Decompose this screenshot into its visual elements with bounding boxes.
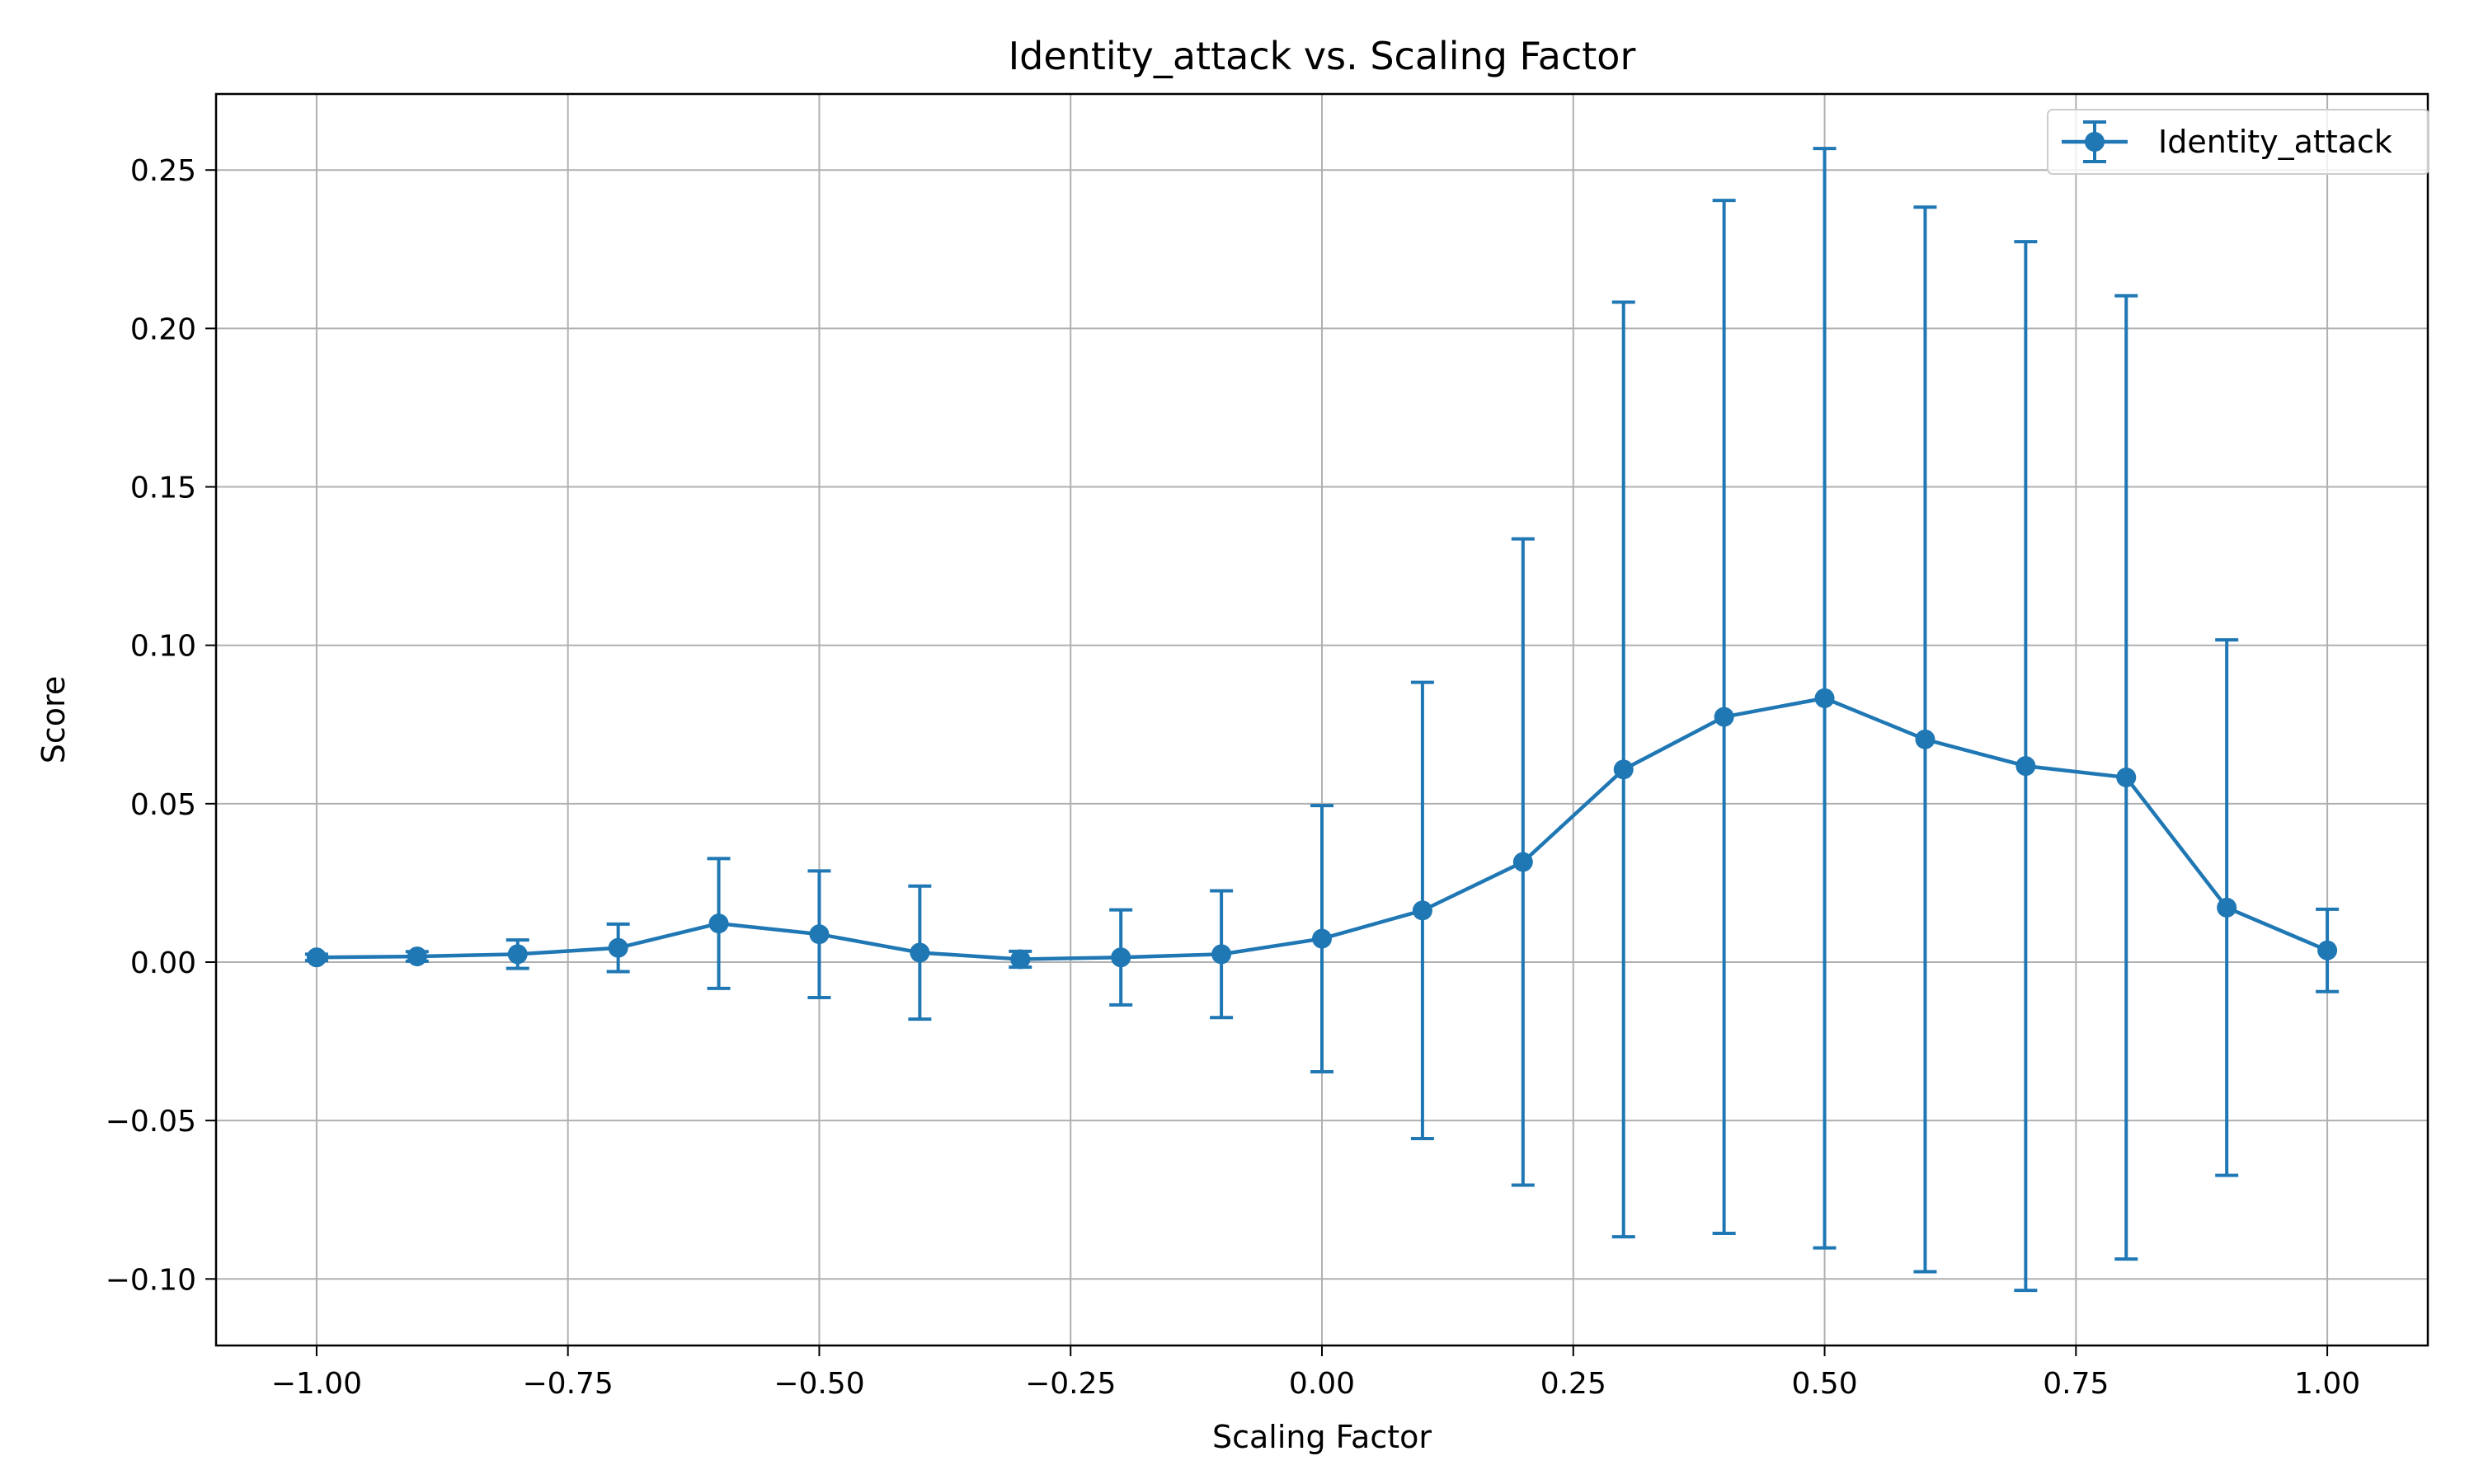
data-point [2217, 897, 2237, 918]
data-point [407, 946, 427, 967]
x-axis-label: Scaling Factor [1212, 1419, 1432, 1455]
data-point [1613, 759, 1634, 780]
y-tick-label: 0.05 [130, 788, 196, 822]
y-axis-label: Score [35, 676, 72, 763]
legend-point [2085, 132, 2105, 152]
data-point [1010, 949, 1031, 970]
legend-marker [2062, 120, 2128, 163]
x-tick-label: 0.75 [2043, 1367, 2109, 1401]
y-tick-label: 0.20 [130, 312, 196, 346]
data-point [910, 942, 930, 963]
legend-box [2047, 109, 2429, 175]
series-identity-attack [304, 147, 2340, 1293]
y-tick-label: 0.15 [130, 472, 196, 505]
y-tick-label: −0.10 [106, 1263, 196, 1297]
y-tick-label: −0.05 [106, 1105, 196, 1139]
y-tick-label: 0.25 [130, 154, 196, 188]
x-tick-label: 1.00 [2294, 1367, 2360, 1401]
y-tick-label: 0.00 [130, 946, 196, 980]
y-tick-label: 0.10 [130, 630, 196, 664]
chart-title: Identity_attack vs. Scaling Factor [1009, 34, 1636, 78]
x-tick-label: −0.75 [523, 1367, 614, 1401]
x-tick-label: −1.00 [271, 1367, 362, 1401]
data-point [1714, 707, 1734, 727]
data-point [708, 913, 729, 934]
x-tick-label: −0.25 [1025, 1367, 1116, 1401]
x-tick-label: 0.50 [1791, 1367, 1857, 1401]
data-point [2116, 767, 2137, 787]
axis-ticks: −1.00 −0.75 −0.50 −0.25 0.00 0.25 0.50 0.75 1.00… [106, 154, 2360, 1401]
data-point [1412, 900, 1432, 921]
x-tick-label: 0.00 [1289, 1367, 1355, 1401]
data-point [2317, 940, 2338, 960]
data-point [1312, 928, 1332, 949]
data-point [1512, 852, 1533, 872]
x-tick-label: −0.50 [774, 1367, 864, 1401]
grid [216, 94, 2428, 1345]
data-point [1211, 944, 1232, 965]
legend-label: Identity_attack [2158, 124, 2392, 160]
data-point [1915, 729, 1935, 749]
data-point [306, 947, 327, 968]
x-tick-label: 0.25 [1540, 1367, 1606, 1401]
legend: Identity_attack [2047, 109, 2429, 175]
data-point [809, 924, 830, 945]
data-point [1111, 947, 1131, 968]
data-point [1814, 688, 1835, 708]
data-point [608, 937, 628, 958]
data-point [2015, 756, 2036, 777]
data-point [507, 944, 528, 965]
